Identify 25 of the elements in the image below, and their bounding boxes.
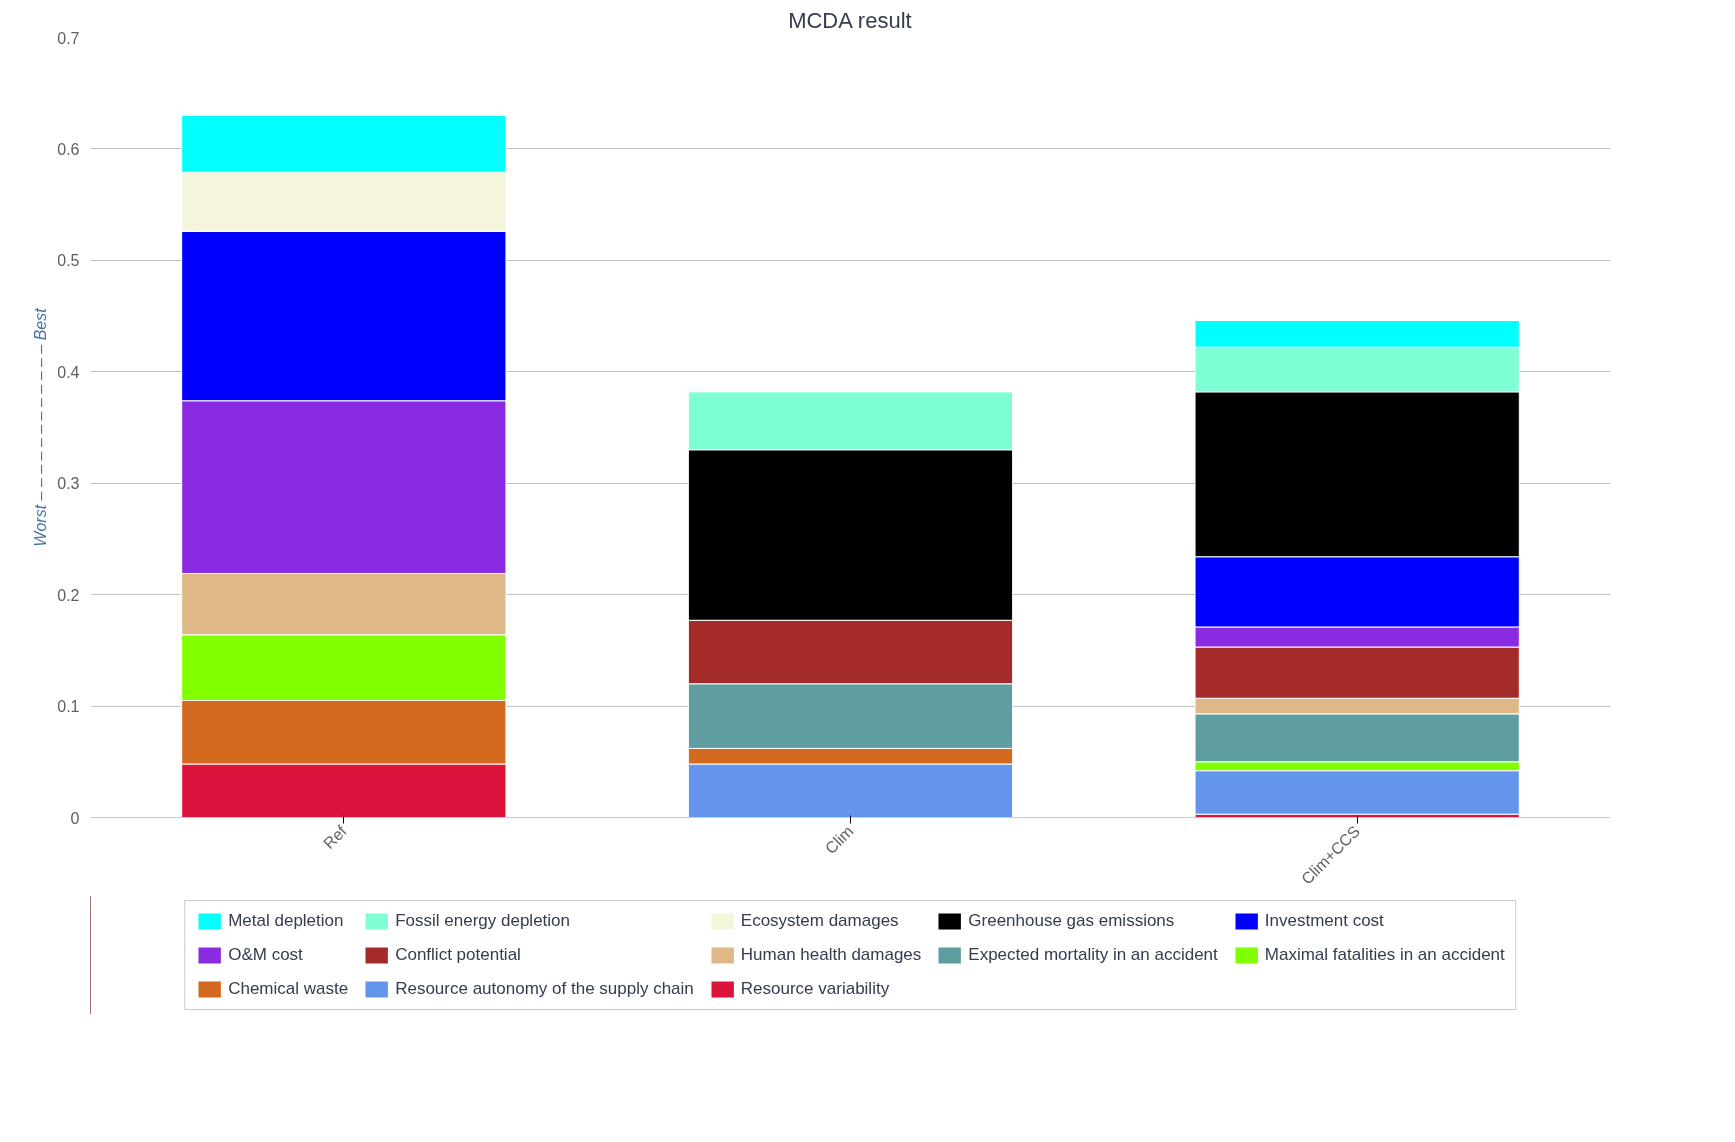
legend-label: Resource autonomy of the supply chain	[395, 979, 694, 999]
y-tick-label: 0.4	[57, 363, 80, 381]
y-tick-label: 0.1	[57, 698, 80, 716]
legend-label: Human health damages	[740, 945, 922, 965]
y-tick-label: 0.6	[57, 140, 80, 158]
legend-label: Expected mortality in an accident	[968, 945, 1218, 965]
legend-label: Fossil energy depletion	[395, 911, 571, 931]
legend-label: O&M cost	[228, 945, 303, 965]
legend-label: Conflict potential	[395, 945, 521, 965]
y-tick-label: 0.3	[57, 475, 80, 493]
legend-label: Metal depletion	[228, 911, 344, 931]
y-tick-label: 0	[70, 809, 80, 827]
y-tick-label: 0.2	[57, 586, 80, 604]
x-tick-label: Clim	[821, 822, 857, 858]
y-tick-label: 0.5	[57, 252, 80, 270]
legend-label: Chemical waste	[228, 979, 349, 999]
y-axis-title: Worst – – – – – – – – – – – – Best	[32, 307, 50, 547]
legend-label: Ecosystem damages	[740, 911, 899, 931]
legend-label: Investment cost	[1264, 911, 1384, 931]
legend-label: Greenhouse gas emissions	[968, 911, 1175, 931]
chart-title: MCDA result	[788, 7, 912, 33]
y-tick-label: 0.7	[57, 29, 80, 47]
x-tick-label: Ref	[320, 822, 351, 853]
legend-label: Resource variability	[740, 979, 890, 999]
legend-label: Maximal fatalities in an accident	[1264, 945, 1505, 965]
